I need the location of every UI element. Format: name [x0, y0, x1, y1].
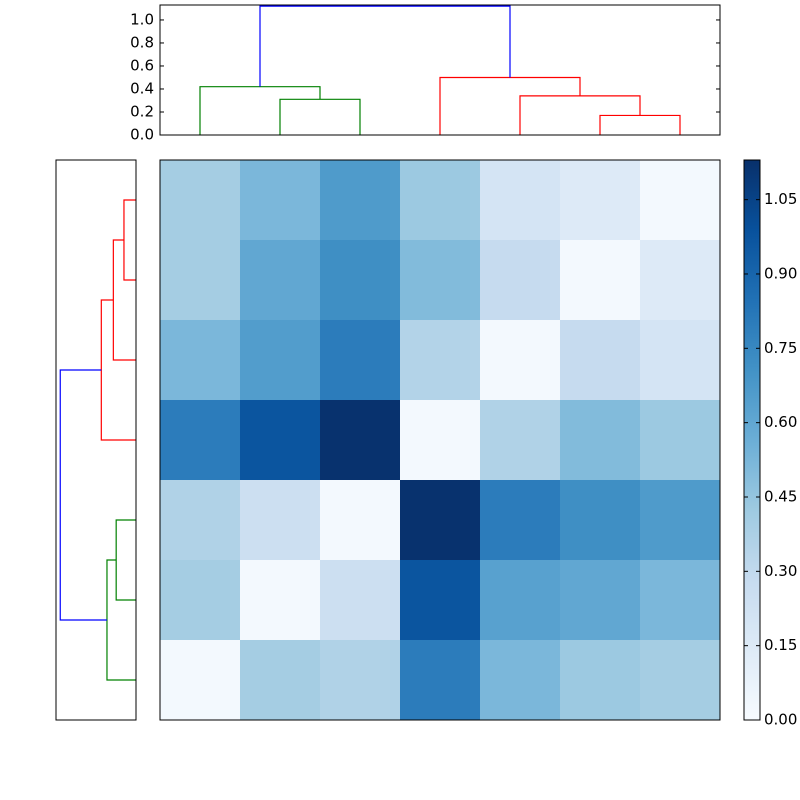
dendrogram-link: [106, 559, 136, 681]
colorbar-tick-label: 0.60: [764, 413, 797, 431]
heatmap-cell: [400, 640, 481, 721]
y-tick-label: 0.2: [130, 102, 154, 120]
heatmap-cell: [480, 640, 561, 721]
heatmap-cell: [240, 400, 321, 481]
colorbar-tick-label: 0.45: [764, 487, 797, 505]
heatmap-cell: [640, 640, 721, 721]
heatmap-cell: [320, 640, 401, 721]
heatmap-cell: [320, 480, 401, 561]
heatmap-cell: [640, 320, 721, 401]
heatmap-cell: [640, 480, 721, 561]
dendrogram-link: [439, 76, 581, 135]
heatmap-cell: [240, 480, 321, 561]
heatmap-cell: [400, 240, 481, 321]
heatmap-cell: [320, 560, 401, 641]
heatmap-cell: [160, 640, 241, 721]
heatmap-cell: [640, 560, 721, 641]
heatmap-cell: [240, 160, 321, 241]
axes-frame: [55, 159, 137, 721]
dendrogram-link: [123, 199, 136, 281]
heatmap-cell: [560, 480, 641, 561]
heatmap-cell: [560, 240, 641, 321]
heatmap-cell: [320, 160, 401, 241]
heatmap-cell: [160, 160, 241, 241]
heatmap-cell: [160, 400, 241, 481]
heatmap-cell: [320, 400, 401, 481]
heatmap-cell: [240, 240, 321, 321]
colorbar-tick-label: 1.05: [764, 190, 797, 208]
heatmap-cell: [480, 400, 561, 481]
axes-frame: [159, 159, 721, 721]
dendrogram-link: [279, 98, 361, 135]
colorbar: [743, 159, 761, 721]
heatmap-cell: [400, 560, 481, 641]
colorbar-tick-label: 0.00: [764, 711, 797, 729]
axes-frame: [159, 4, 721, 136]
colorbar-tick-label: 0.75: [764, 339, 797, 357]
dendrogram-link: [100, 299, 136, 441]
heatmap-cell: [560, 560, 641, 641]
y-tick-label: 0.4: [130, 79, 154, 97]
y-tick-label: 0.0: [130, 126, 154, 144]
heatmap-cell: [480, 320, 561, 401]
heatmap-cell: [640, 240, 721, 321]
colorbar-tick-label: 0.15: [764, 636, 797, 654]
y-tick-label: 1.0: [130, 10, 154, 28]
dendrogram-link: [115, 519, 136, 601]
heatmap-cell: [160, 240, 241, 321]
heatmap-cell: [640, 400, 721, 481]
heatmap-cell: [160, 320, 241, 401]
heatmap-cell: [400, 400, 481, 481]
heatmap-cell: [560, 640, 641, 721]
heatmap-cell: [480, 560, 561, 641]
colorbar-tick-label: 0.90: [764, 264, 797, 282]
heatmap-cell: [480, 480, 561, 561]
dendrogram-link: [199, 86, 321, 135]
heatmap-cell: [560, 320, 641, 401]
dendrogram-link: [519, 95, 641, 135]
dendrogram-link: [599, 114, 681, 135]
dendrogram-link: [259, 5, 511, 87]
heatmap-cell: [160, 560, 241, 641]
heatmap-cell: [640, 160, 721, 241]
heatmap-cell: [560, 400, 641, 481]
dendrogram-link: [59, 369, 107, 621]
heatmap-cell: [560, 160, 641, 241]
heatmap-cell: [480, 240, 561, 321]
heatmap-cell: [400, 320, 481, 401]
heatmap-cell: [240, 560, 321, 641]
heatmap-cell: [400, 480, 481, 561]
heatmap-cell: [160, 480, 241, 561]
dendrogram-link: [112, 239, 136, 361]
heatmap-cell: [320, 240, 401, 321]
heatmap-cell: [480, 160, 561, 241]
colorbar-tick-label: 0.30: [764, 562, 797, 580]
y-tick-label: 0.8: [130, 33, 154, 51]
heatmap-cell: [400, 160, 481, 241]
heatmap-cell: [240, 320, 321, 401]
heatmap-cell: [320, 320, 401, 401]
y-tick-label: 0.6: [130, 56, 154, 74]
heatmap-cell: [240, 640, 321, 721]
